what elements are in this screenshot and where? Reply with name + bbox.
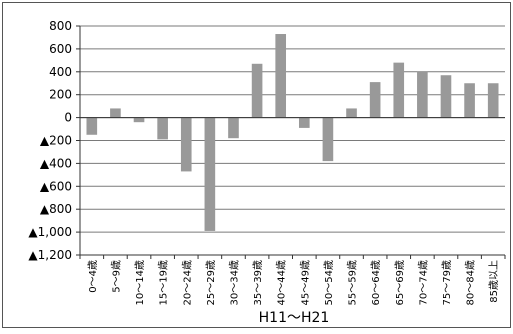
y-tick-label: 800 xyxy=(49,19,72,33)
axes xyxy=(79,26,506,259)
bar xyxy=(251,63,263,118)
x-tick-label: 45～49歳 xyxy=(299,260,311,305)
y-tick-labels: 800 600 400 200 0 ▲200 ▲400 ▲600 ▲800 ▲1,000 ▲1,20… xyxy=(28,19,72,262)
bar xyxy=(133,117,145,123)
bar xyxy=(298,117,310,128)
y-tick-label: 400 xyxy=(49,65,72,79)
y-tick-label: ▲1,000 xyxy=(28,225,72,239)
y-tick-label: ▲600 xyxy=(40,179,72,193)
x-tick-label: 35～39歳 xyxy=(252,260,264,305)
bar xyxy=(322,117,334,162)
x-tick-label: 25～29歳 xyxy=(205,260,217,305)
y-tick-label: ▲200 xyxy=(40,134,72,148)
bars xyxy=(86,34,499,231)
chart-border xyxy=(2,2,511,328)
bar xyxy=(464,83,475,118)
bar xyxy=(180,117,192,172)
x-tick-label: 0～4歳 xyxy=(87,260,99,293)
bar xyxy=(393,62,405,118)
y-tick-label: ▲1,200 xyxy=(28,248,72,262)
bar xyxy=(275,34,287,118)
y-tick-label: 200 xyxy=(49,88,72,102)
bar xyxy=(204,117,216,231)
bar xyxy=(440,75,452,118)
y-tick-label: 600 xyxy=(49,42,72,56)
bar xyxy=(346,108,357,118)
y-tick-label: ▲800 xyxy=(40,202,72,216)
x-axis-title: H11～H21 xyxy=(259,310,330,326)
bar xyxy=(417,71,428,118)
y-tick-label: ▲400 xyxy=(40,156,72,170)
x-tick-labels: 0～4歳 5～9歳 10～14歳 15～19歳 20～24歳 25～29歳 30～34歳 35… xyxy=(87,260,500,305)
x-tick-label: 30～34歳 xyxy=(228,260,240,305)
x-tick-label: 60～64歳 xyxy=(370,260,382,305)
x-tick-label: 15～19歳 xyxy=(158,260,170,305)
x-tick-label: 20～24歳 xyxy=(181,260,193,305)
bar xyxy=(369,82,381,118)
bar xyxy=(110,108,121,118)
x-tick-label: 80～84歳 xyxy=(465,260,477,305)
x-tick-label: 70～74歳 xyxy=(417,260,429,305)
x-tick-label: 55～59歳 xyxy=(347,260,359,305)
bar xyxy=(157,117,168,140)
x-tick-label: 10～14歳 xyxy=(134,260,146,305)
bar xyxy=(86,117,98,135)
bar xyxy=(487,83,499,118)
x-tick-label: 75～79歳 xyxy=(441,260,453,305)
x-tick-label: 65～69歳 xyxy=(394,260,406,305)
x-tick-label: 85歳以上 xyxy=(488,260,500,303)
y-tick-label: 0 xyxy=(64,111,72,125)
x-tick-label: 40～44歳 xyxy=(276,260,288,305)
x-tick-label: 50～54歳 xyxy=(323,260,335,305)
x-tick-label: 5～9歳 xyxy=(110,260,122,293)
bar xyxy=(228,117,239,139)
